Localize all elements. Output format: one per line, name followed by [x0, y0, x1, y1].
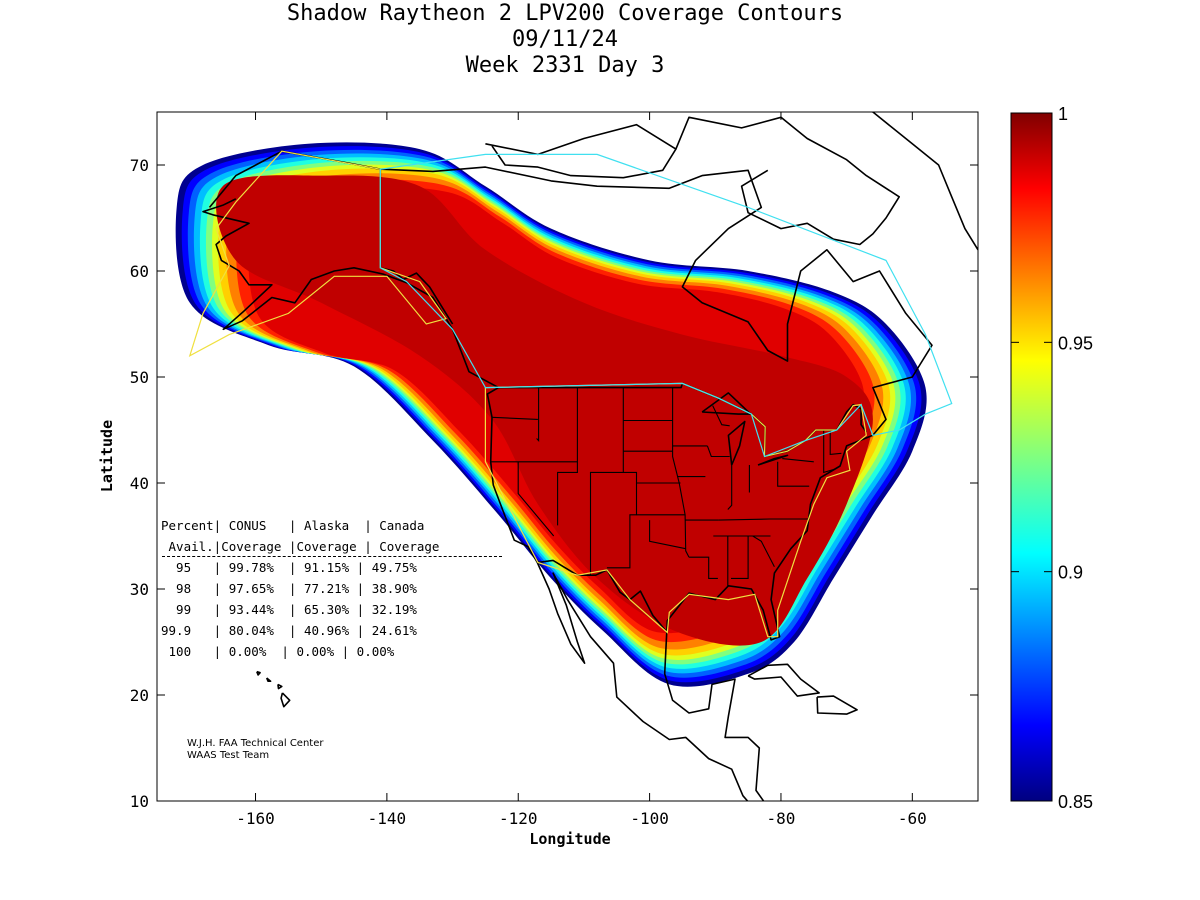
- coastline-segment: [256, 670, 261, 676]
- coastline-segment: [747, 663, 820, 697]
- chart-title-line-2: 09/11/24: [512, 27, 618, 52]
- state-border: [727, 465, 733, 510]
- y-tick-label: 50: [130, 368, 149, 387]
- x-tick-label: -140: [368, 809, 407, 828]
- state-border: [536, 387, 540, 442]
- coastline-segment: [537, 559, 668, 634]
- table-row: 95 | 99.78% | 91.15% | 49.75%: [161, 560, 417, 575]
- state-border: [718, 518, 809, 521]
- coastline-segment: [485, 116, 900, 246]
- y-tick-label: 60: [130, 262, 149, 281]
- service-area-outline: [188, 150, 447, 358]
- state-border: [491, 416, 538, 420]
- state-border: [829, 430, 842, 456]
- coastline-outlines: [188, 112, 978, 801]
- coastline-segment: [265, 677, 272, 682]
- y-tick-label: 10: [130, 792, 149, 811]
- state-border: [589, 387, 624, 576]
- chart-title-line-1: Shadow Raytheon 2 LPV200 Coverage Contou…: [286, 1, 844, 26]
- y-tick-label: 70: [130, 156, 149, 175]
- state-border: [517, 461, 555, 537]
- coastline-segment: [491, 145, 677, 179]
- footer-note-2: WAAS Test Team: [187, 750, 270, 761]
- coastline-segment: [869, 112, 978, 251]
- x-tick-label: -100: [630, 809, 669, 828]
- colorbar: [1010, 112, 1053, 802]
- x-tick-label: -60: [898, 809, 927, 828]
- state-border: [712, 405, 730, 427]
- table-header-2: Avail.|Coverage |Coverage | Coverage: [161, 539, 440, 554]
- state-border: [649, 520, 686, 550]
- coastline-segment: [727, 420, 746, 466]
- coverage-field: [175, 142, 927, 687]
- state-border: [777, 461, 810, 487]
- colorbar-tick-label: 0.9: [1058, 563, 1083, 583]
- plot-frame: [156, 111, 979, 802]
- state-border: [706, 445, 730, 458]
- service-area-outline: [379, 153, 953, 458]
- colorbar-tick-label: 0.95: [1058, 333, 1093, 353]
- footer-note-1: W.J.H. FAA Technical Center: [187, 738, 324, 749]
- coastline-segment: [280, 692, 291, 708]
- coastline-segment: [380, 267, 454, 325]
- state-border: [752, 535, 775, 567]
- x-tick-label: -120: [499, 809, 538, 828]
- x-tick-label: -80: [767, 809, 796, 828]
- state-border: [689, 556, 718, 579]
- coastline-segment: [816, 695, 858, 715]
- y-tick-label: 40: [130, 474, 149, 493]
- table-header-1: Percent| CONUS | Alaska | Canada: [161, 518, 425, 533]
- coverage-band-full: [216, 175, 873, 646]
- coastline-segment: [277, 683, 283, 690]
- colorbar-tick-label: 1: [1058, 104, 1068, 124]
- state-border: [782, 458, 814, 463]
- colorbar-tick-label: 0.85: [1058, 792, 1093, 812]
- table-row: 99 | 93.44% | 65.30% | 32.19%: [161, 602, 417, 617]
- table-divider: [162, 556, 502, 557]
- table-row: 99.9 | 80.04% | 40.96% | 24.61%: [161, 623, 417, 638]
- y-tick-label: 30: [130, 580, 149, 599]
- y-tick-label: 20: [130, 686, 149, 705]
- state-border: [606, 471, 638, 569]
- table-row: 100 | 0.00% | 0.00% | 0.00%: [161, 644, 395, 659]
- state-border: [823, 430, 835, 474]
- table-row: 98 | 97.65% | 77.21% | 38.90%: [161, 581, 417, 596]
- x-tick-label: -160: [236, 809, 275, 828]
- x-axis-label: Longitude: [529, 830, 610, 848]
- y-axis-label: Latitude: [98, 420, 116, 492]
- coastline-segment: [757, 454, 789, 466]
- state-border: [731, 536, 749, 579]
- state-border: [557, 387, 578, 526]
- chart-title-line-3: Week 2331 Day 3: [465, 53, 665, 78]
